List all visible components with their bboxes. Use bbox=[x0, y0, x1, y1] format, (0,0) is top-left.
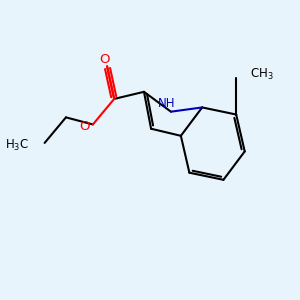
Text: O: O bbox=[79, 120, 90, 133]
Text: CH$_3$: CH$_3$ bbox=[250, 67, 274, 82]
Text: O: O bbox=[100, 53, 110, 66]
Text: NH: NH bbox=[158, 97, 176, 110]
Text: H$_3$C: H$_3$C bbox=[5, 138, 29, 153]
